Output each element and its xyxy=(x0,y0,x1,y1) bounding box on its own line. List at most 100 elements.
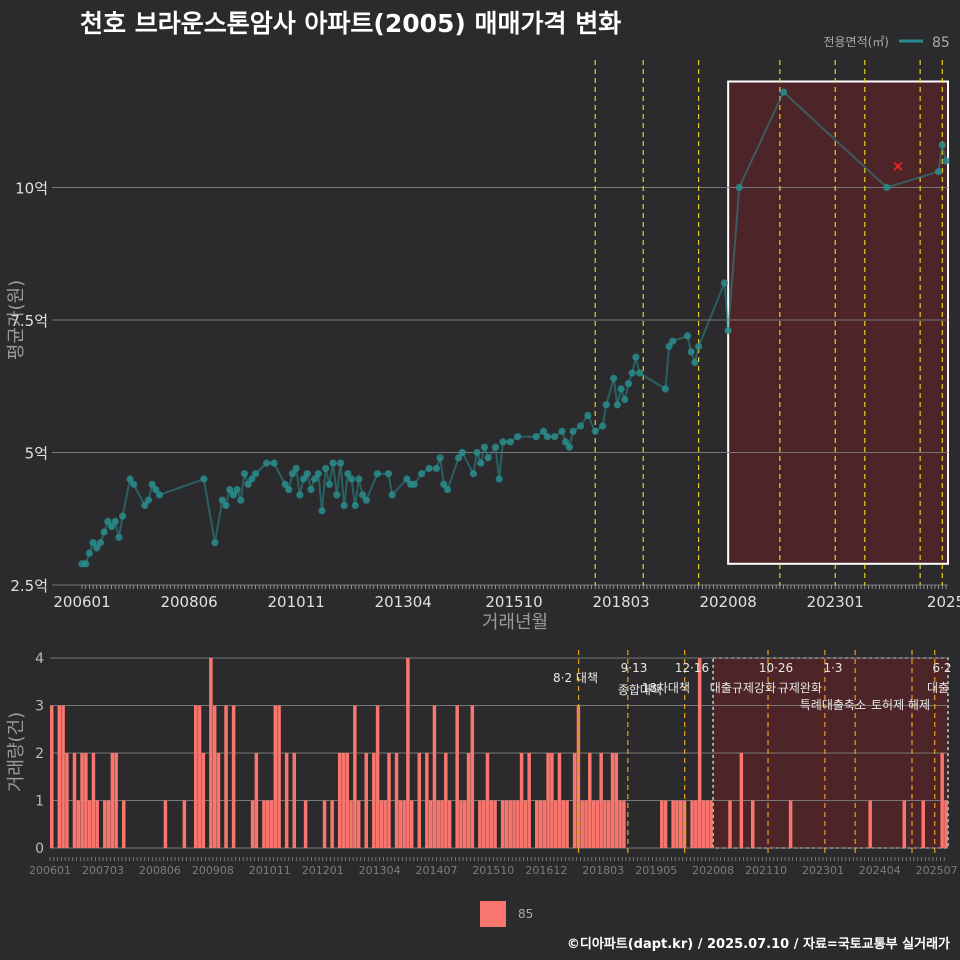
price-point xyxy=(340,501,348,510)
price-point xyxy=(613,401,621,409)
price-point xyxy=(263,459,271,467)
volume-bar xyxy=(603,800,607,848)
legend-label: 85 xyxy=(518,907,534,921)
price-point xyxy=(687,348,695,356)
volume-bar xyxy=(72,753,77,848)
price-point xyxy=(336,459,345,467)
x-tick-label: 201304 xyxy=(375,593,432,611)
price-point xyxy=(432,464,441,472)
volume-bar xyxy=(425,753,429,848)
price-point xyxy=(562,438,570,446)
price-point xyxy=(514,433,522,441)
volume-bar xyxy=(398,800,403,848)
price-point xyxy=(325,480,333,488)
volume-bar xyxy=(387,753,391,848)
volume-bar xyxy=(671,800,675,848)
volume-bar xyxy=(440,800,444,848)
volume-x-tick-label: 201510 xyxy=(472,864,514,877)
volume-bar xyxy=(701,800,706,848)
volume-bar xyxy=(212,705,217,848)
volume-bar xyxy=(182,800,187,848)
volume-x-tick-label: 202110 xyxy=(745,864,787,877)
volume-bar xyxy=(550,753,554,848)
volume-bar xyxy=(902,800,907,848)
price-point xyxy=(477,459,485,467)
policy-sub-label: 특례대출축소 xyxy=(800,698,866,712)
volume-x-tick-label: 202008 xyxy=(692,864,734,877)
policy-sub-label: 대출규제강화 xyxy=(710,681,776,695)
volume-y-tick-label: 1 xyxy=(35,794,44,810)
price-point xyxy=(691,358,699,366)
volume-bar xyxy=(512,800,516,848)
volume-bar xyxy=(364,753,368,848)
price-point xyxy=(115,533,123,541)
volume-bar xyxy=(618,800,622,848)
price-point xyxy=(89,539,97,547)
volume-bar xyxy=(106,800,111,848)
volume-bar xyxy=(197,705,202,848)
x-tick-label: 2025 xyxy=(927,593,960,611)
price-point xyxy=(436,454,444,462)
price-point xyxy=(735,183,743,192)
volume-y-axis-title: 거래량(건) xyxy=(6,712,27,792)
policy-label: 10·26 xyxy=(759,661,793,675)
volume-bar xyxy=(572,753,577,848)
volume-bar xyxy=(678,800,683,848)
volume-x-tick-label: 202507 xyxy=(916,864,958,877)
legend-item: 85 xyxy=(932,35,950,51)
volume-bar xyxy=(470,705,475,848)
volume-bar xyxy=(599,753,603,848)
price-point xyxy=(318,507,326,515)
volume-bar xyxy=(103,800,107,848)
price-point xyxy=(455,454,463,462)
volume-bar xyxy=(553,800,558,848)
volume-bar xyxy=(663,800,668,848)
volume-bar xyxy=(622,800,626,848)
y-tick-label: 10억 xyxy=(15,180,48,198)
policy-sub-label: 18차대책 xyxy=(642,680,690,695)
price-point xyxy=(111,517,119,526)
price-point xyxy=(669,337,677,345)
volume-x-tick-label: 200601 xyxy=(29,864,71,877)
price-point xyxy=(233,486,241,494)
price-point xyxy=(359,491,367,499)
price-point xyxy=(96,539,105,547)
x-axis-title: 거래년월 xyxy=(482,612,548,633)
price-point xyxy=(104,517,112,526)
price-point xyxy=(403,475,411,483)
price-point xyxy=(543,433,551,441)
policy-label: 9·13 xyxy=(621,661,648,675)
price-point xyxy=(724,327,732,335)
volume-bar xyxy=(697,658,702,848)
price-point xyxy=(384,470,393,478)
price-point xyxy=(495,475,503,483)
volume-x-tick-label: 201011 xyxy=(249,864,291,877)
volume-bar xyxy=(277,705,281,848)
price-point xyxy=(299,475,308,483)
price-point xyxy=(288,470,297,478)
volume-bar xyxy=(466,753,471,848)
volume-bar xyxy=(546,753,550,848)
volume-x-tick-label: 201905 xyxy=(635,864,677,877)
price-point xyxy=(82,560,90,568)
x-tick-label: 202008 xyxy=(700,593,757,611)
price-point xyxy=(218,496,226,504)
policy-label: 6·2 xyxy=(932,661,951,675)
price-point xyxy=(565,443,573,451)
volume-bar xyxy=(265,800,270,848)
price-point xyxy=(237,496,245,504)
volume-bar xyxy=(61,705,65,848)
price-point xyxy=(270,459,278,467)
volume-bar xyxy=(91,753,96,848)
volume-bar xyxy=(705,800,709,848)
volume-bar xyxy=(534,800,539,848)
price-point xyxy=(635,369,644,377)
price-point xyxy=(473,448,481,457)
volume-bar xyxy=(694,800,698,848)
price-point xyxy=(599,422,607,430)
volume-bar xyxy=(57,705,62,848)
volume-bar xyxy=(87,800,92,848)
legend-title: 전용면적(㎡) xyxy=(823,35,889,49)
volume-bar xyxy=(372,753,376,848)
price-point xyxy=(119,512,127,520)
